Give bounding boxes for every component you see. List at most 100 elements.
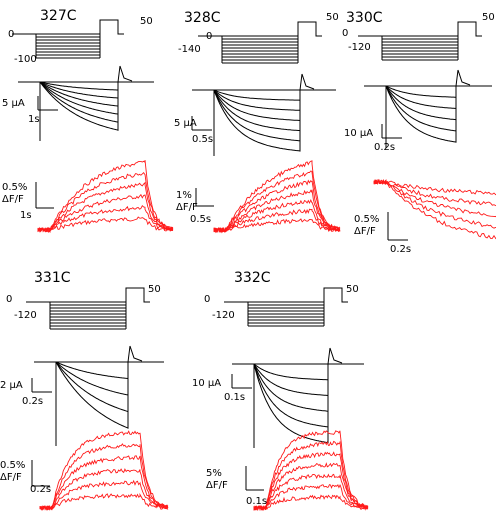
protocol-envelope	[36, 19, 124, 35]
current-trace	[385, 85, 457, 109]
fluorescence-scale-bar: 5% ΔF/F 0.1s	[206, 466, 267, 507]
fluorescence-trace	[213, 170, 341, 233]
current-traces	[232, 347, 364, 448]
fluorescence-time-label: 0.1s	[246, 496, 267, 507]
fluorescence-time-label: 1s	[20, 210, 32, 221]
holding-voltage-label: 0	[6, 294, 12, 305]
holding-voltage-label: 0	[204, 294, 210, 305]
current-scale-label: 10 µA	[192, 378, 221, 389]
current-scale-bar: 5 µA 1s	[2, 96, 58, 125]
fluorescence-trace	[253, 494, 369, 511]
fluorescence-scale-label: 0.5%	[0, 460, 25, 471]
tail-transient	[455, 69, 471, 87]
fluorescence-traces	[39, 430, 169, 511]
panel-332C: 332C 0 -120 50 10 µA 0.1s 5% ΔF/F 0.1s	[192, 270, 369, 512]
current-trace	[55, 361, 129, 396]
fluorescence-trace	[373, 179, 496, 240]
fluorescence-trace	[39, 430, 169, 511]
fluorescence-trace	[253, 440, 369, 511]
current-scale-label: 10 µA	[344, 128, 373, 139]
fluorescence-scale-label: 1%	[176, 190, 192, 201]
current-trace	[39, 81, 119, 131]
step-voltage-label: -120	[14, 310, 37, 321]
fluorescence-traces	[37, 159, 174, 234]
current-trace	[253, 363, 329, 412]
current-traces	[364, 69, 492, 148]
fluorescence-trace	[373, 179, 496, 196]
fluorescence-unit-label: ΔF/F	[0, 472, 22, 483]
protocol-envelope	[222, 21, 322, 37]
current-trace	[213, 89, 301, 111]
current-scale-label: 2 µA	[0, 380, 23, 391]
fluorescence-traces	[253, 430, 369, 512]
panel-330C: 330C 0 -120 50 10 µA 0.2s 0.5% ΔF/F 0.2s	[342, 10, 496, 255]
end-voltage-label: 50	[326, 12, 339, 23]
tail-transient	[117, 65, 133, 83]
end-voltage-label: 50	[482, 12, 495, 23]
holding-voltage-label: 0	[342, 28, 348, 39]
current-traces	[18, 65, 154, 141]
current-scale-bar: 10 µA 0.2s	[344, 124, 402, 153]
fluorescence-traces	[213, 160, 341, 234]
fluorescence-scale-label: 0.5%	[2, 182, 27, 193]
fluorescence-scale-bar: 1% ΔF/F 0.5s	[176, 188, 214, 225]
fluorescence-trace	[253, 473, 369, 511]
protocol-envelope	[50, 287, 150, 303]
current-trace	[55, 361, 129, 429]
current-time-label: 0.5s	[192, 134, 213, 145]
current-trace	[39, 81, 119, 123]
fluorescence-time-label: 0.5s	[190, 214, 211, 225]
fluorescence-trace	[39, 455, 169, 511]
current-trace	[385, 85, 457, 98]
current-scale-bar: 2 µA 0.2s	[0, 378, 52, 407]
current-trace	[385, 85, 457, 121]
current-trace	[253, 363, 329, 381]
fluorescence-trace	[373, 178, 496, 229]
voltage-protocol: 0 -120 50	[6, 284, 161, 330]
current-scale-label: 5 µA	[2, 98, 25, 109]
voltage-protocol: 0 -100 50	[8, 16, 153, 65]
fluorescence-trace	[253, 430, 369, 511]
current-scale-bar: 5 µA 0.5s	[174, 116, 213, 145]
current-trace	[253, 363, 329, 428]
step-voltage-label: -120	[212, 310, 235, 321]
fluorescence-scale-label: 5%	[206, 468, 222, 479]
end-voltage-label: 50	[140, 16, 153, 27]
fluorescence-unit-label: ΔF/F	[2, 194, 24, 205]
current-trace	[39, 81, 119, 99]
holding-voltage-label: 0	[8, 29, 14, 40]
current-time-label: 0.2s	[22, 396, 43, 407]
current-trace	[253, 363, 329, 397]
protocol-envelope	[248, 287, 348, 303]
current-trace	[385, 85, 457, 143]
current-trace	[39, 81, 119, 91]
tail-transient	[327, 347, 343, 365]
tail-transient	[127, 345, 143, 363]
fluorescence-trace	[37, 193, 174, 233]
fluorescence-trace	[37, 159, 174, 233]
current-trace	[55, 361, 129, 413]
fluorescence-scale-bar: 0.5% ΔF/F 0.2s	[0, 460, 51, 495]
panel-328C: 328C 0 -140 50 5 µA 0.5s 1% ΔF/F 0.5s	[174, 10, 341, 234]
fluorescence-scale-bar: 0.5% ΔF/F 0.2s	[354, 212, 411, 255]
step-voltage-label: -140	[178, 44, 201, 55]
panel-title: 332C	[234, 270, 271, 286]
current-scale-bar: 10 µA 0.1s	[192, 374, 252, 403]
current-scale-label: 5 µA	[174, 118, 197, 129]
step-voltage-label: -100	[14, 54, 37, 65]
fluorescence-unit-label: ΔF/F	[354, 226, 376, 237]
voltage-protocol: 0 -120 50	[204, 284, 359, 327]
fluorescence-scale-label: 0.5%	[354, 214, 379, 225]
current-trace	[55, 361, 129, 380]
current-traces	[34, 345, 164, 446]
panel-331C: 331C 0 -120 50 2 µA 0.2s 0.5% ΔF/F 0.2s	[0, 270, 169, 511]
current-time-label: 1s	[28, 114, 40, 125]
fluorescence-trace	[213, 198, 341, 234]
fluorescence-traces	[373, 178, 496, 240]
step-voltage-label: -120	[348, 42, 371, 53]
fluorescence-time-label: 0.2s	[390, 244, 411, 255]
current-trace	[213, 89, 301, 101]
current-trace	[213, 89, 301, 142]
fluorescence-trace	[39, 492, 169, 511]
